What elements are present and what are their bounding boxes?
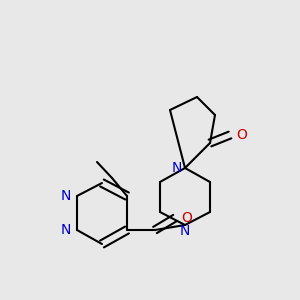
Text: N: N xyxy=(61,223,71,237)
Text: N: N xyxy=(61,189,71,203)
Text: N: N xyxy=(172,161,182,175)
Text: O: O xyxy=(236,128,247,142)
Text: O: O xyxy=(181,211,192,225)
Text: N: N xyxy=(180,224,190,238)
